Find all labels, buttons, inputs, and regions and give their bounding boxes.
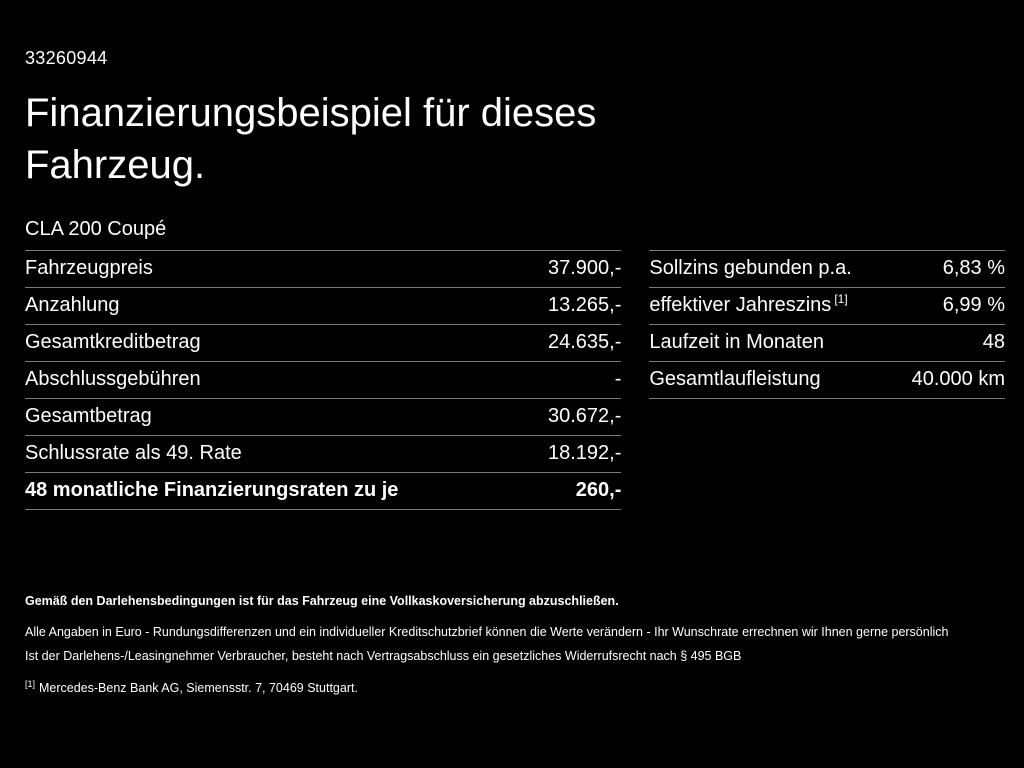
document-id: 33260944 (25, 48, 108, 68)
row-value: 18.192,- (547, 442, 622, 464)
row-label: Gesamtlaufleistung (649, 368, 821, 390)
row-value: 24.635,- (547, 331, 622, 353)
row-value: 48 (982, 331, 1005, 353)
page-title: Finanzierungsbeispiel für dieses Fahrzeu… (25, 91, 597, 187)
row-label: Anzahlung (25, 294, 120, 316)
table-row-monthly-rate: 48 monatliche Finanzierungsraten zu je 2… (25, 472, 622, 510)
row-label: Gesamtkreditbetrag (25, 331, 201, 353)
table-row: Fahrzeugpreis 37.900,- (25, 250, 622, 287)
conditions-table: Sollzins gebunden p.a. 6,83 % effektiver… (649, 250, 1005, 399)
row-label: Schlussrate als 49. Rate (25, 442, 242, 464)
row-value: 13.265,- (547, 294, 622, 316)
row-label: effektiver Jahreszins [1] (649, 292, 848, 316)
row-label-text: effektiver Jahreszins (649, 294, 832, 316)
row-value: 260,- (575, 479, 622, 501)
bank-footnote: [1] Mercedes-Benz Bank AG, Siemensstr. 7,… (25, 679, 999, 697)
row-label: Fahrzeugpreis (25, 257, 153, 279)
row-value: 40.000 km (911, 368, 1005, 390)
legal-footer: Gemäß den Darlehensbedingungen ist für d… (25, 594, 999, 697)
row-label: Abschlussgebühren (25, 368, 201, 390)
footnote-text: Mercedes-Benz Bank AG, Siemensstr. 7, 70… (39, 681, 358, 696)
footnote-marker: [1] (25, 678, 36, 689)
disclaimer-euro-note: Alle Angaben in Euro - Rundungsdifferenz… (25, 624, 949, 639)
row-label: Sollzins gebunden p.a. (649, 257, 852, 279)
financing-table: Fahrzeugpreis 37.900,- Anzahlung 13.265,… (25, 250, 622, 510)
table-row: Sollzins gebunden p.a. 6,83 % (649, 250, 1005, 287)
insurance-note: Gemäß den Darlehensbedingungen ist für d… (25, 594, 619, 608)
vehicle-model: CLA 200 Coupé (25, 218, 167, 240)
table-row: Gesamtlaufleistung 40.000 km (649, 361, 1005, 399)
row-value: - (614, 368, 622, 390)
row-value: 30.672,- (547, 405, 622, 427)
table-row: Gesamtbetrag 30.672,- (25, 398, 622, 435)
table-row: Gesamtkreditbetrag 24.635,- (25, 324, 622, 361)
table-row: effektiver Jahreszins [1] 6,99 % (649, 287, 1005, 324)
row-label: 48 monatliche Finanzierungsraten zu je (25, 479, 399, 501)
row-value: 6,83 % (942, 257, 1005, 279)
row-value: 37.900,- (547, 257, 622, 279)
tables-area: Fahrzeugpreis 37.900,- Anzahlung 13.265,… (25, 250, 1005, 510)
row-label: Laufzeit in Monaten (649, 331, 824, 353)
table-row: Schlussrate als 49. Rate 18.192,- (25, 435, 622, 472)
row-value: 6,99 % (942, 294, 1005, 316)
table-row: Laufzeit in Monaten 48 (649, 324, 1005, 361)
row-label: Gesamtbetrag (25, 405, 152, 427)
table-row: Anzahlung 13.265,- (25, 287, 622, 324)
footnote-reference: [1] (834, 292, 848, 307)
disclaimer-withdrawal-note: Ist der Darlehens-/Leasingnehmer Verbrau… (25, 649, 742, 664)
table-row: Abschlussgebühren - (25, 361, 622, 398)
